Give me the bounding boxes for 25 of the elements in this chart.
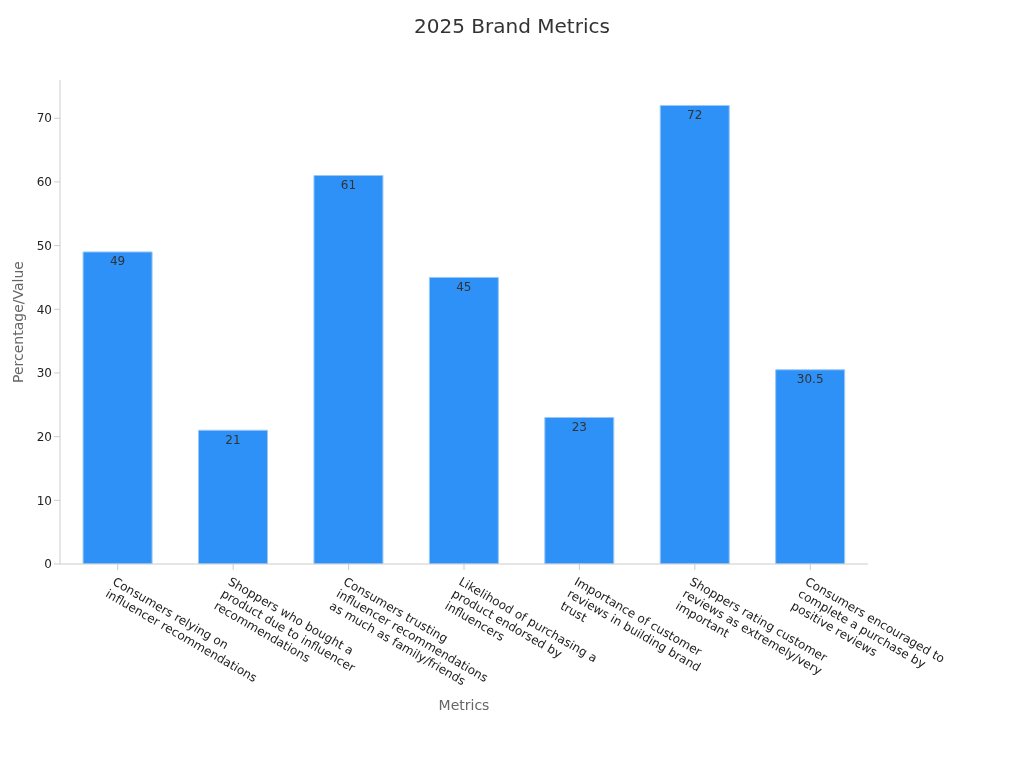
- y-tick-label: 0: [44, 557, 52, 572]
- data-label: 23: [571, 420, 587, 435]
- bar: [82, 251, 153, 564]
- y-tick-label: 20: [36, 429, 52, 444]
- data-label: 21: [225, 432, 241, 447]
- bar: [544, 417, 615, 564]
- y-tick-label: 70: [36, 111, 52, 126]
- bar: [313, 175, 384, 564]
- y-tick-label: 40: [36, 302, 52, 317]
- bar: [428, 276, 499, 564]
- bar: [775, 369, 846, 564]
- y-tick-label: 60: [36, 175, 52, 190]
- data-label: 72: [687, 107, 703, 122]
- data-label: 45: [456, 279, 472, 294]
- y-tick-label: 50: [36, 238, 52, 253]
- chart-title: 2025 Brand Metrics: [413, 14, 611, 40]
- y-tick-label: 10: [36, 493, 52, 508]
- y-axis-title: Percentage/Value: [9, 261, 26, 383]
- y-tick-label: 30: [36, 366, 52, 381]
- data-label: 49: [109, 254, 126, 269]
- bar: [198, 429, 269, 564]
- data-label: 30.5: [796, 372, 824, 387]
- bar: [659, 104, 730, 564]
- data-label: 61: [340, 178, 357, 193]
- x-axis-title: Metrics: [438, 697, 490, 713]
